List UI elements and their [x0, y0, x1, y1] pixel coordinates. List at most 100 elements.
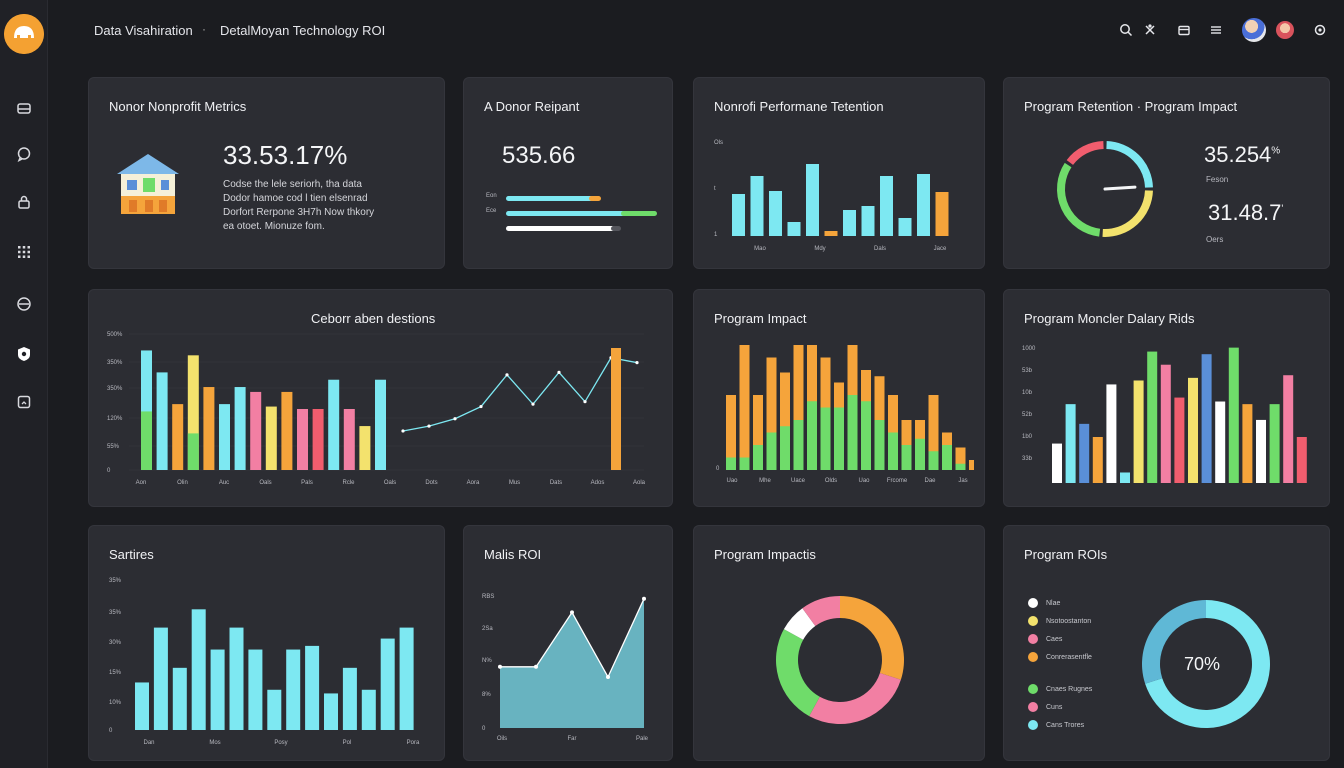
breadcrumb-current[interactable]: DetalMoyan Technology ROI [220, 23, 386, 38]
unit: % [1271, 145, 1281, 157]
bar [750, 176, 764, 236]
menu-button[interactable] [1206, 20, 1226, 40]
bar-segment [187, 433, 199, 470]
description-line: Dorfort Rerpone 3H7h Now thkory [223, 207, 375, 218]
bar-segment [874, 420, 885, 470]
monthly-delivery-chart: 1000 53b 10b 52b 1b0 33b [1022, 346, 1307, 483]
sidebar-item-storage[interactable] [12, 292, 36, 316]
x-tick: Mos [209, 740, 220, 746]
x-tick: Oals [384, 480, 396, 486]
x-tick: Aora [467, 480, 480, 486]
sidebar-item-security[interactable] [12, 190, 36, 214]
card-retention[interactable]: Program Retention · Program Impact 35.25… [1003, 77, 1330, 269]
legend-item: Nlae [1028, 598, 1060, 608]
bar-segment [807, 401, 817, 470]
retention-value-1: 35.254% [1204, 142, 1280, 168]
y-tick: Ols [714, 140, 723, 146]
bar [343, 409, 355, 470]
bar [1228, 347, 1239, 483]
y-tick: 500% [107, 332, 123, 338]
tools-button[interactable] [1140, 20, 1160, 40]
y-tick: 350% [107, 386, 123, 392]
menu-icon [1211, 26, 1221, 34]
bar [726, 395, 736, 470]
card-title: Program Impactis [714, 547, 816, 562]
card-program-rois[interactable]: Program ROIs Nlae Nsotoostanton Caes Conrer… [1003, 525, 1330, 761]
value: 31.48.7 [1208, 200, 1282, 225]
bar [297, 409, 308, 470]
card-donations[interactable]: Ceborr aben destions 500% 350% 350% 120% 55%… [88, 289, 673, 507]
progress-accent [621, 211, 657, 216]
bar [898, 218, 912, 236]
gauge-segment [1106, 141, 1153, 188]
logo[interactable] [4, 14, 44, 54]
legend-item: Caes [1028, 634, 1062, 644]
sidebar-item-active[interactable] [12, 342, 36, 366]
bar-segment [942, 445, 952, 470]
card-performance[interactable]: Nonrofi Performane Tetention Ols t 1 Mao Mdy… [693, 77, 985, 269]
bar-segment [739, 457, 750, 470]
card-title: Program Retention · Program Impact [1024, 99, 1238, 114]
bar [1160, 364, 1171, 483]
bar [935, 192, 949, 236]
bar-segment [955, 463, 966, 470]
bar [1174, 397, 1185, 483]
line-point [479, 404, 483, 409]
breadcrumb-home[interactable]: Data Visahiration [94, 23, 193, 38]
donations-chart: 500% 350% 350% 120% 55% 0 Aon Olin Auc Oals Pals Rc… [107, 332, 646, 486]
card-program-impacts[interactable]: Program Impactis [693, 525, 985, 761]
y-tick: 10% [109, 700, 122, 706]
card-monthly-delivery[interactable]: Program Moncler Dalary Rids 1000 53b 10b 52… [1003, 289, 1330, 507]
retention-label-1: Feson [1206, 175, 1229, 184]
bar [135, 682, 149, 730]
sidebar-item-messages[interactable] [12, 142, 36, 166]
card-title: Program Moncler Dalary Rids [1024, 311, 1195, 326]
bar [753, 395, 763, 470]
sidebar-item-inbox[interactable] [12, 96, 36, 120]
bar [250, 391, 262, 470]
bar [793, 345, 804, 470]
bar [191, 609, 206, 730]
secondary-avatar[interactable] [1276, 21, 1294, 39]
settings-button[interactable] [1310, 20, 1330, 40]
x-tick: Rcle [342, 480, 355, 486]
house-icon [117, 154, 179, 214]
inbox-icon [17, 103, 31, 114]
card-donor-report[interactable]: A Donor Reipant 535.66 Eon Ece [463, 77, 673, 269]
y-tick: 52b [1022, 412, 1033, 418]
files-button[interactable] [1174, 20, 1194, 40]
card-sales[interactable]: Sartires 35% 35% 30% 15% 10% 0 Dan Mos Posy Pol Po… [88, 525, 445, 761]
x-tick: Mao [754, 246, 766, 252]
line-point [505, 373, 509, 377]
card-title: Program ROIs [1024, 547, 1108, 562]
metric-value: 33.53.17% [223, 140, 348, 170]
card-mais-roi[interactable]: Malis ROI RBS 2Sa N% 8% 0 Oils Far Pale [463, 525, 673, 761]
legend-item: Cuns [1028, 702, 1062, 712]
x-tick: Oals [259, 480, 271, 486]
search-button[interactable] [1116, 20, 1136, 40]
card-title: Malis ROI [484, 547, 542, 562]
unit: ' [1281, 203, 1284, 215]
donut-slice [1142, 600, 1206, 684]
bar [172, 404, 184, 470]
search-icon [1120, 24, 1133, 37]
bar [324, 693, 338, 730]
x-tick: Oils [497, 736, 507, 742]
card-title: Nonrofi Performane Tetention [714, 99, 884, 114]
card-title: A Donor Reipant [484, 99, 580, 114]
bar [1269, 404, 1280, 483]
sidebar-item-reports[interactable] [12, 390, 36, 414]
bar-segment [820, 407, 831, 470]
progress-row [486, 224, 656, 234]
description-line: ea otoet. Mionuze fom. [223, 221, 325, 232]
bar [219, 404, 230, 470]
sidebar-item-apps[interactable] [12, 240, 36, 264]
card-donor-metrics[interactable]: Nonor Nonprofit Metrics 33.53.17% Codse … [88, 77, 445, 269]
progress-bar [506, 226, 616, 231]
legend-label: Nsotoostanton [1046, 617, 1092, 625]
x-tick: Jas [958, 478, 967, 484]
x-tick: Mdy [814, 246, 825, 252]
bar [1242, 404, 1253, 483]
user-avatar[interactable] [1242, 18, 1266, 42]
card-program-impact[interactable]: Program Impact 0 Uao Mhe Uace Olds Uao Frcome D… [693, 289, 985, 507]
